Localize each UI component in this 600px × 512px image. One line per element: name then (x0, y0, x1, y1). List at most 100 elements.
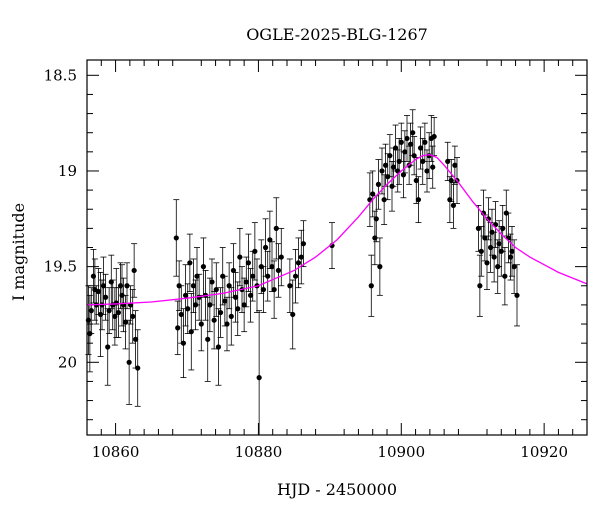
data-point (88, 308, 94, 314)
data-point (198, 321, 204, 327)
data-point (396, 158, 402, 165)
data-point (113, 300, 119, 306)
data-point (478, 248, 484, 254)
data-point (267, 237, 273, 243)
data-point (173, 235, 179, 241)
data-point (95, 288, 102, 295)
data-point (213, 286, 219, 293)
data-point (377, 264, 383, 270)
data-point (192, 302, 199, 308)
data-point (375, 181, 382, 187)
data-point (445, 158, 451, 165)
data-point (417, 145, 424, 151)
data-point (407, 141, 414, 147)
data-point (178, 311, 184, 318)
data-point (108, 279, 114, 285)
y-tick-label: 20 (58, 353, 77, 371)
data-point (188, 329, 194, 335)
data-point (410, 130, 416, 136)
data-point (292, 273, 299, 279)
data-point (207, 302, 213, 308)
data-point (392, 145, 399, 151)
data-point (495, 264, 501, 270)
data-point (278, 254, 284, 260)
data-point (450, 202, 457, 209)
data-point (269, 264, 275, 270)
data-point (119, 292, 125, 298)
data-point (368, 283, 374, 289)
data-point (100, 283, 107, 289)
data-point (400, 172, 407, 178)
data-point (385, 174, 391, 180)
data-point (381, 197, 387, 203)
data-point (260, 286, 267, 293)
data-point (502, 273, 508, 279)
data-point (398, 139, 404, 145)
data-point (211, 317, 217, 323)
data-point (275, 267, 282, 274)
data-point (115, 309, 122, 316)
data-point (106, 308, 112, 314)
data-point (252, 248, 258, 254)
x-tick-label: 10860 (92, 443, 140, 461)
data-point (200, 264, 207, 270)
data-point (131, 267, 137, 274)
data-point (402, 149, 408, 155)
error-bars (85, 109, 520, 436)
data-point (230, 267, 237, 274)
data-point (485, 216, 492, 222)
data-point (232, 294, 239, 300)
data-point (477, 283, 483, 289)
data-point (117, 283, 124, 289)
data-point (130, 313, 136, 319)
data-point (209, 279, 215, 285)
data-point (287, 283, 293, 289)
data-point (185, 306, 191, 312)
data-point (507, 254, 514, 260)
data-point (295, 260, 302, 266)
data-point (300, 241, 307, 247)
data-point (182, 292, 189, 298)
data-point (424, 168, 430, 174)
data-point (228, 313, 234, 319)
data-point (484, 260, 490, 266)
x-tick-label: 10920 (520, 443, 568, 461)
data-point (498, 248, 504, 254)
data-point (241, 302, 247, 308)
data-point (290, 311, 296, 318)
data-point (205, 336, 211, 342)
data-point (420, 158, 426, 165)
model-curve (86, 154, 588, 306)
data-point (175, 325, 181, 331)
data-point (122, 319, 129, 325)
data-point (235, 306, 241, 312)
y-tick-label: 19 (58, 162, 77, 180)
data-point (112, 313, 118, 319)
data-point (187, 260, 193, 266)
y-axis-label: I magnitude (9, 203, 28, 301)
data-point (389, 183, 395, 189)
data-point (256, 375, 262, 381)
data-point (372, 235, 378, 241)
data-point (379, 168, 385, 174)
chart-title: OGLE-2025-BLG-1267 (246, 25, 428, 44)
data-point (273, 225, 279, 231)
data-point (97, 311, 104, 318)
data-point (90, 273, 97, 279)
x-tick-label: 10900 (377, 443, 425, 461)
data-point (298, 254, 304, 260)
data-point (220, 273, 226, 279)
axis-ticks: 10860 10880 10900 10920 18.5 19 19.5 20 (44, 60, 588, 461)
data-point (415, 197, 422, 203)
data-point (509, 248, 515, 254)
data-point (431, 133, 437, 140)
data-point (135, 365, 141, 371)
data-point (245, 260, 252, 266)
data-point (217, 309, 224, 316)
data-point (448, 177, 454, 184)
data-point (226, 283, 232, 289)
data-point (105, 344, 111, 350)
data-point (404, 135, 410, 142)
data-point (496, 241, 502, 247)
data-point (265, 273, 271, 279)
